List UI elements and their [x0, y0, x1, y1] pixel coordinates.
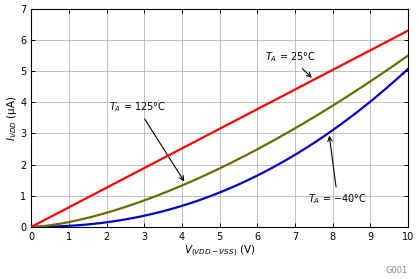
- Text: $T_A$ = 25°C: $T_A$ = 25°C: [265, 50, 316, 77]
- Text: $T_A$ = 125°C: $T_A$ = 125°C: [109, 100, 184, 181]
- Text: $T_A$ = −40°C: $T_A$ = −40°C: [308, 137, 367, 206]
- X-axis label: $V_{(VDD-VSS)}$ (V): $V_{(VDD-VSS)}$ (V): [184, 243, 256, 259]
- Y-axis label: $I_{VDD}$ (μA): $I_{VDD}$ (μA): [5, 95, 19, 141]
- Text: G001: G001: [386, 266, 408, 275]
